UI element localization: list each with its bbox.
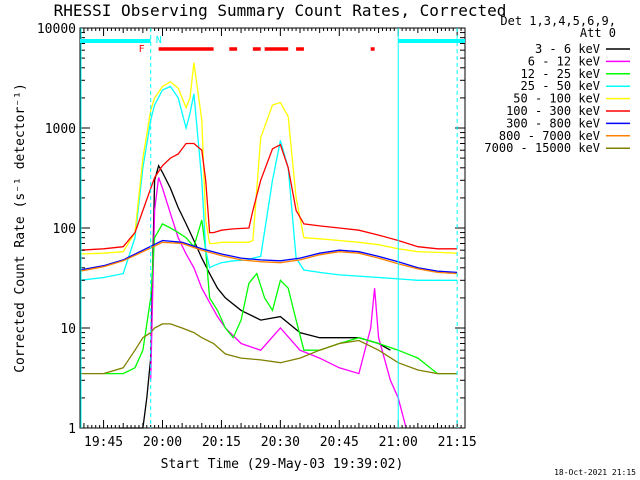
y-tick-label-1: 10 — [60, 322, 76, 337]
legend-label-4: 50 - 100 keV — [513, 92, 600, 106]
legend-label-3: 25 - 50 keV — [521, 79, 600, 93]
x-tick-label-6: 21:15 — [438, 435, 477, 450]
x-tick-label-3: 20:30 — [261, 435, 300, 450]
series-line-8 — [80, 323, 458, 375]
legend-label-6: 300 - 800 keV — [506, 116, 600, 130]
y-tick-label-4: 10000 — [37, 22, 76, 37]
chart-title: RHESSI Observing Summary Count Rates, Co… — [54, 1, 507, 20]
series-line-6 — [79, 239, 458, 274]
legend-label-0: 3 - 6 keV — [535, 42, 600, 56]
series-line-7 — [79, 241, 458, 275]
legend-label-5: 100 - 300 keV — [506, 104, 600, 118]
x-tick-label-1: 20:00 — [143, 435, 182, 450]
legend-label-1: 6 - 12 keV — [528, 54, 600, 68]
x-axis-label: Start Time (29-May-03 19:39:02) — [161, 457, 404, 472]
x-tick-label-2: 20:15 — [202, 435, 241, 450]
legend-label-7: 800 - 7000 keV — [499, 129, 600, 143]
plot-frame — [79, 27, 466, 429]
series-line-1 — [150, 177, 407, 429]
y-tick-label-3: 1000 — [45, 122, 76, 137]
night-flag-letter: N — [156, 35, 162, 46]
legend-title-line-1: Att 0 — [580, 26, 616, 40]
series-line-2 — [103, 219, 458, 375]
x-tick-label-5: 21:00 — [379, 435, 418, 450]
x-tick-label-0: 19:45 — [84, 435, 123, 450]
plot-timestamp: 18-Oct-2021 21:15 — [554, 468, 636, 477]
flag-layer: FN — [80, 28, 465, 428]
legend-label-2: 12 - 25 keV — [521, 67, 600, 81]
x-tick-labels: 19:45 20:00 20:15 20:30 20:45 21:00 21:15 — [84, 435, 477, 450]
y-tick-label-0: 1 — [68, 422, 76, 437]
y-tick-labels: 1 10 100 1000 10000 — [37, 22, 76, 437]
y-tick-label-2: 100 — [53, 222, 76, 237]
series-line-3 — [79, 85, 458, 281]
series-line-4 — [79, 62, 458, 255]
legend-title-line-0: Det 1,3,4,5,6,9, — [500, 14, 616, 28]
series-line-5 — [79, 142, 458, 251]
flare-flag-letter: F — [139, 44, 145, 55]
x-tick-label-4: 20:45 — [320, 435, 359, 450]
legend-label-8: 7000 - 15000 keV — [484, 141, 600, 155]
y-axis-label: Corrected Count Rate (s⁻¹ detector⁻¹) — [13, 83, 28, 373]
